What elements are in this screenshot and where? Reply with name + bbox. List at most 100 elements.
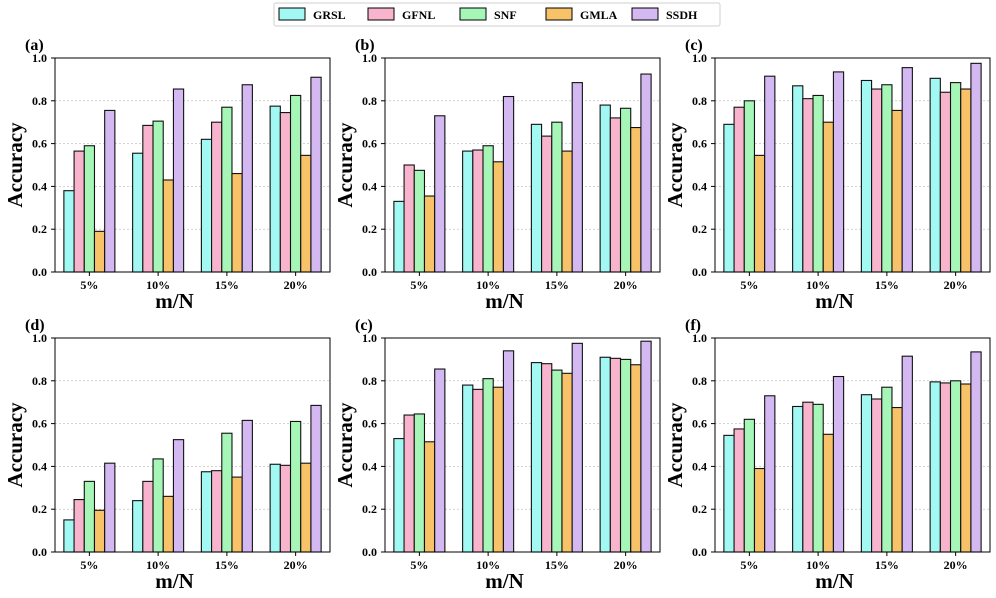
x-tick-label: 20% [614,278,638,292]
y-tick-label: 0.8 [362,94,377,108]
bar-snf-15pct [221,106,233,273]
y-tick-label: 0.2 [692,222,707,236]
bar-gmla-15pct [891,109,903,273]
x-tick-label: 15% [215,558,239,572]
y-tick-label: 0.6 [32,137,47,151]
bar-grsl-5pct [393,200,405,273]
bar-grsl-10pct [462,384,474,553]
bar-snf-20pct [949,380,962,553]
bar-snf-5pct [743,418,756,553]
bar-gfnl-20pct [279,112,292,273]
bar-gmla-10pct [822,433,834,553]
bar-snf-10pct [812,94,824,273]
y-tick-label: 0.2 [32,502,47,516]
bar-snf-5pct [413,169,426,273]
bar-gmla-5pct [93,230,106,273]
bar-grsl-5pct [723,123,735,273]
bar-grsl-15pct [860,79,873,273]
bar-ssdh-20pct [970,62,982,273]
legend-label-snf: SNF [494,8,517,22]
bar-gfnl-20pct [939,91,952,273]
plot-frame [714,337,991,553]
bar-snf-10pct [152,120,164,273]
x-tick-label: 15% [545,278,569,292]
y-tick-label: 0.6 [692,137,707,151]
bar-ssdh-5pct [434,368,446,553]
x-tick-label: 20% [284,558,308,572]
x-axis-title: m/N [155,289,194,313]
bar-ssdh-5pct [764,395,776,553]
bar-ssdh-20pct [640,73,652,273]
bar-gmla-20pct [300,462,312,553]
bar-grsl-20pct [929,77,941,273]
plot-frame [54,57,331,273]
bar-gfnl-20pct [609,357,622,553]
panel-label: (a) [25,37,44,54]
bar-ssdh-5pct [434,115,446,273]
y-tick-label: 0.6 [32,417,47,431]
bar-gmla-5pct [753,154,766,273]
plot-frame [384,337,661,553]
y-tick-label: 1.0 [32,331,47,345]
y-tick-label: 0.8 [32,94,47,108]
bar-gmla-10pct [822,121,834,273]
y-tick-label: 0.6 [692,417,707,431]
legend-label-gfnl: GFNL [402,8,435,22]
y-tick-label: 0.2 [362,502,377,516]
bar-gfnl-15pct [211,470,223,553]
y-tick-label: 1.0 [362,51,377,65]
bar-gmla-10pct [492,161,504,273]
bar-ssdh-15pct [571,82,583,273]
x-tick-label: 5% [740,278,758,292]
legend-label-ssdh: SSDH [666,8,698,22]
bar-gfnl-10pct [472,149,484,273]
x-tick-label: 10% [146,278,170,292]
bar-snf-20pct [289,420,302,553]
plot-frame [714,57,991,273]
x-axis-title: m/N [815,289,854,313]
x-tick-label: 20% [614,558,638,572]
y-axis-title: Accuracy [333,122,357,208]
bar-gfnl-15pct [871,88,883,273]
bar-grsl-15pct [530,123,543,273]
bar-gfnl-10pct [802,401,814,553]
y-tick-label: 1.0 [362,331,377,345]
bar-ssdh-15pct [901,67,913,273]
bar-gmla-20pct [300,154,312,273]
bar-ssdh-10pct [502,95,515,273]
bar-gmla-15pct [231,476,243,553]
chart-panel-4: 0.0 0.2 0.4 0.6 0.8 1.0 5% 10% 15% 20% m/N Accuracy… [3,317,331,593]
bar-grsl-5pct [393,438,405,553]
bar-gfnl-5pct [733,106,745,273]
chart-panel-2: 0.0 0.2 0.4 0.6 0.8 1.0 5% 10% 15% 20% m/N Accuracy… [333,37,661,313]
bar-gmla-15pct [561,372,573,553]
bar-snf-10pct [482,145,494,273]
y-tick-label: 1.0 [692,331,707,345]
bar-grsl-20pct [269,105,281,273]
y-tick-label: 0.6 [362,417,377,431]
bar-grsl-10pct [132,152,144,273]
bar-gmla-20pct [630,364,642,553]
y-tick-label: 0.0 [32,545,47,559]
bar-gfnl-15pct [541,135,553,273]
bar-gfnl-10pct [142,480,154,553]
bar-grsl-20pct [599,356,611,553]
bar-gfnl-5pct [73,150,85,273]
y-axis-title: Accuracy [663,402,687,488]
plot-frame [54,337,331,553]
x-tick-label: 5% [740,558,758,572]
y-tick-label: 0.2 [32,222,47,236]
y-tick-label: 0.8 [692,374,707,388]
x-tick-label: 10% [476,278,500,292]
y-axis-title: Accuracy [3,122,27,208]
panel-label: (c) [355,317,373,334]
bar-ssdh-10pct [832,71,845,273]
y-tick-label: 0.4 [692,179,707,193]
bar-grsl-5pct [63,519,75,553]
legend: GRSL GFNL SNF GMLA SSDH [273,2,721,27]
bar-snf-15pct [881,84,893,273]
bar-gfnl-15pct [871,398,883,553]
y-tick-label: 0.0 [362,545,377,559]
bar-gfnl-20pct [279,464,292,553]
bar-grsl-20pct [599,104,611,273]
